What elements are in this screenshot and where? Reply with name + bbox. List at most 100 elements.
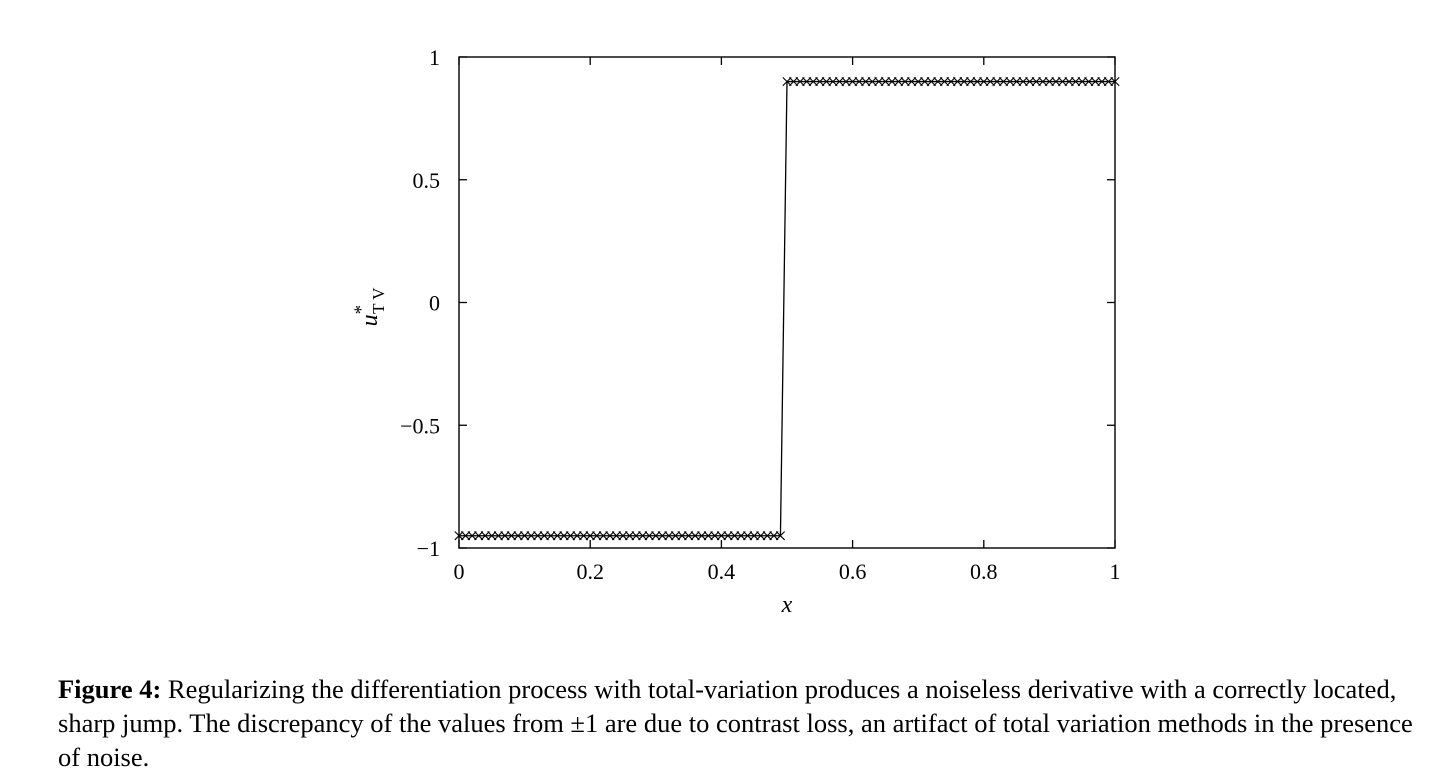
- y-tick-label: 0.5: [413, 168, 441, 193]
- data-point-marker: [605, 531, 615, 541]
- chart: 0 0.2 0.4 0.6 0.8 1 −1 −0.5 0 0.5 1 x u*T V: [351, 45, 1121, 618]
- data-point-marker: [749, 531, 759, 541]
- data-point-marker: [579, 531, 589, 541]
- data-point-marker: [913, 76, 923, 87]
- data-point-marker: [585, 531, 595, 541]
- data-point-marker: [1031, 76, 1041, 87]
- data-point-marker: [743, 531, 753, 541]
- data-point-marker: [828, 76, 838, 87]
- data-point-marker: [979, 76, 989, 87]
- data-point-marker: [618, 531, 628, 541]
- data-point-marker: [1025, 76, 1035, 87]
- y-tick-label: 1: [429, 45, 440, 70]
- data-point-marker: [1044, 76, 1054, 87]
- data-point-marker: [1097, 76, 1107, 87]
- data-point-marker: [756, 531, 766, 541]
- caption-label: Figure 4:: [58, 674, 162, 704]
- data-point-marker: [834, 76, 845, 87]
- data-point-marker: [1018, 76, 1028, 87]
- plot-frame: [458, 56, 1116, 549]
- data-point-marker: [664, 531, 674, 541]
- data-point-marker: [920, 76, 930, 87]
- data-point-marker: [729, 531, 740, 541]
- data-point-marker: [513, 531, 523, 541]
- data-point-marker: [677, 531, 687, 541]
- data-point-marker: [854, 76, 864, 87]
- data-point-marker: [907, 76, 917, 87]
- data-point-marker: [546, 531, 556, 541]
- y-tick-label: −0.5: [400, 413, 440, 438]
- data-point-marker: [782, 76, 792, 87]
- figure-caption: Figure 4: Regularizing the differentiati…: [58, 672, 1428, 774]
- data-point-marker: [985, 76, 995, 87]
- data-point-marker: [959, 76, 969, 87]
- data-point-marker: [874, 76, 884, 87]
- y-tick-label: 0: [429, 291, 440, 316]
- data-point-marker: [788, 76, 799, 87]
- data-point-marker: [624, 531, 635, 541]
- data-point-marker: [1005, 76, 1015, 87]
- series-line: [459, 80, 1115, 537]
- data-point-marker: [703, 531, 713, 541]
- data-point-marker: [1084, 76, 1094, 87]
- data-point-marker: [657, 531, 667, 541]
- data-point-marker: [821, 76, 831, 87]
- data-point-marker: [690, 531, 700, 541]
- data-point-marker: [487, 531, 497, 541]
- data-point-marker: [500, 531, 510, 541]
- data-point-marker: [946, 76, 956, 87]
- data-point-marker: [1077, 76, 1087, 87]
- data-point-marker: [539, 531, 549, 541]
- data-point-marker: [520, 531, 530, 541]
- data-point-marker: [1038, 76, 1048, 87]
- data-point-marker: [762, 531, 772, 541]
- data-point-marker: [460, 531, 471, 541]
- x-tick-label: 1: [1110, 559, 1121, 584]
- x-tick-label: 0: [454, 559, 465, 584]
- x-tick-label: 0.8: [970, 559, 998, 584]
- x-tick-label: 0.6: [839, 559, 867, 584]
- data-point-marker: [1071, 76, 1081, 87]
- data-point-marker: [1051, 76, 1061, 87]
- data-point-marker: [808, 76, 818, 87]
- data-point-marker: [611, 531, 622, 541]
- data-point-marker: [552, 531, 562, 541]
- data-point-marker: [861, 76, 871, 87]
- data-point-marker: [900, 76, 910, 87]
- data-point-marker: [697, 531, 707, 541]
- data-point-marker: [867, 76, 877, 87]
- data-point-marker: [526, 531, 536, 541]
- data-point-marker: [644, 531, 654, 541]
- data-point-marker: [474, 531, 484, 541]
- data-point-marker: [598, 531, 608, 541]
- data-point-marker: [1090, 76, 1100, 87]
- data-point-marker: [992, 76, 1002, 87]
- data-point-marker: [559, 531, 569, 541]
- data-point-marker: [480, 531, 490, 541]
- data-point-marker: [736, 531, 746, 541]
- data-point-marker: [972, 76, 982, 87]
- y-axis-label-subscript: T V: [369, 287, 388, 314]
- x-tick-labels: 0 0.2 0.4 0.6 0.8 1: [454, 559, 1121, 584]
- data-point-marker: [572, 531, 582, 541]
- data-point-marker: [795, 76, 805, 87]
- data-point-marker: [848, 76, 858, 87]
- data-point-marker: [1103, 76, 1114, 87]
- data-point-marker: [670, 531, 681, 541]
- data-point-marker: [467, 531, 477, 541]
- data-point-marker: [966, 76, 976, 87]
- data-point-marker: [684, 531, 694, 541]
- data-point-marker: [880, 76, 890, 87]
- data-point-marker: [1064, 76, 1074, 87]
- data-point-marker: [802, 76, 812, 87]
- svg-text:u*T V: u*T V: [351, 287, 388, 327]
- axis-ticks: [458, 56, 1116, 549]
- data-point-marker: [775, 531, 786, 541]
- x-tick-label: 0.2: [576, 559, 604, 584]
- data-point-marker: [565, 531, 576, 541]
- data-point-marker: [506, 531, 517, 541]
- data-point-marker: [769, 531, 779, 541]
- data-point-marker: [723, 531, 733, 541]
- data-point-marker: [926, 76, 936, 87]
- data-point-marker: [631, 531, 641, 541]
